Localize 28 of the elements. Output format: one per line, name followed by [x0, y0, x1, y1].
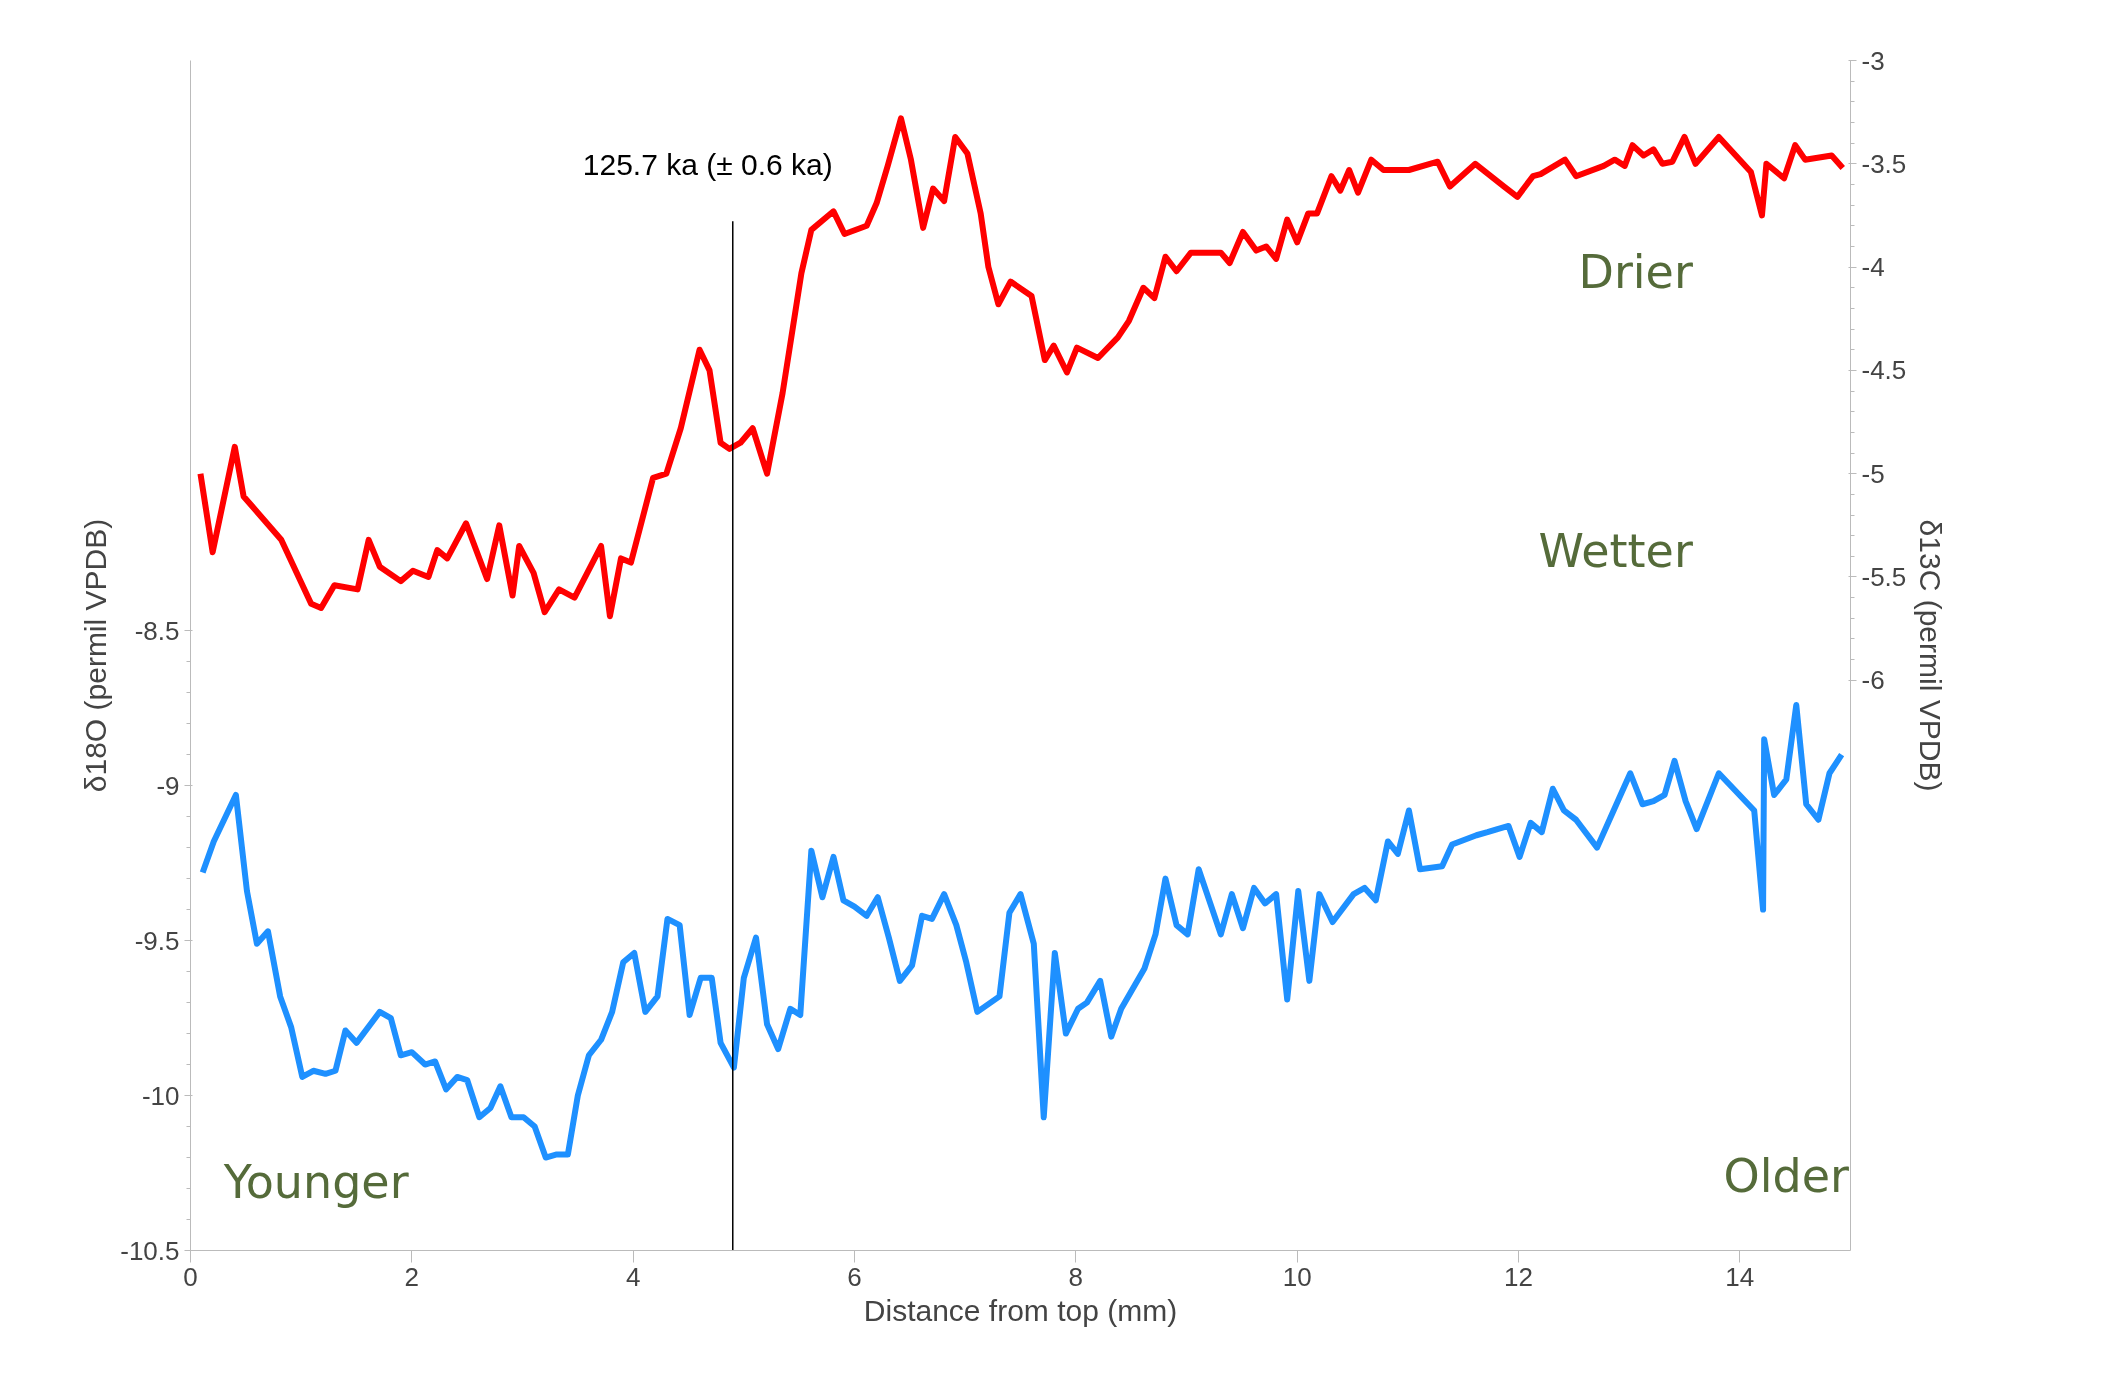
annotation: Older [1723, 1148, 1849, 1203]
x-tick-label: 6 [847, 1261, 862, 1292]
y2-tick-label: -5 [1861, 458, 1885, 489]
y2-tick-label: -6 [1861, 665, 1885, 696]
ref-line-label: 125.7 ka (± 0.6 ka) [582, 148, 833, 182]
x-tick-label: 14 [1725, 1261, 1755, 1292]
annotation: Younger [222, 1154, 409, 1209]
y-tick-label: -10 [141, 1080, 180, 1111]
x-tick-label: 4 [625, 1261, 641, 1292]
x-tick-label: 8 [1068, 1261, 1084, 1292]
y2-axis-title: δ13C (permil VPDB) [1914, 519, 1948, 792]
y2-tick-label: -4.5 [1861, 355, 1907, 386]
y-tick-label: -9.5 [134, 925, 180, 956]
annotation: Wetter [1538, 524, 1693, 579]
x-axis-title: Distance from top (mm) [863, 1293, 1178, 1327]
x-tick-label: 12 [1504, 1261, 1533, 1292]
x-tick-label: 10 [1282, 1261, 1312, 1292]
x-tick-label: 2 [404, 1261, 420, 1292]
y2-tick-label: -3 [1861, 45, 1885, 76]
y-tick-label: -8.5 [134, 615, 180, 646]
y2-tick-label: -3.5 [1861, 148, 1907, 179]
annotation: Drier [1578, 244, 1693, 299]
y-tick-label: -9 [156, 770, 180, 801]
y-tick-label: -10.5 [120, 1235, 180, 1266]
x-tick-label: 0 [183, 1261, 198, 1292]
y2-tick-label: -5.5 [1861, 561, 1907, 592]
y2-tick-label: -4 [1861, 252, 1885, 283]
y-axis-title: δ18O (permil VPDB) [79, 518, 113, 793]
